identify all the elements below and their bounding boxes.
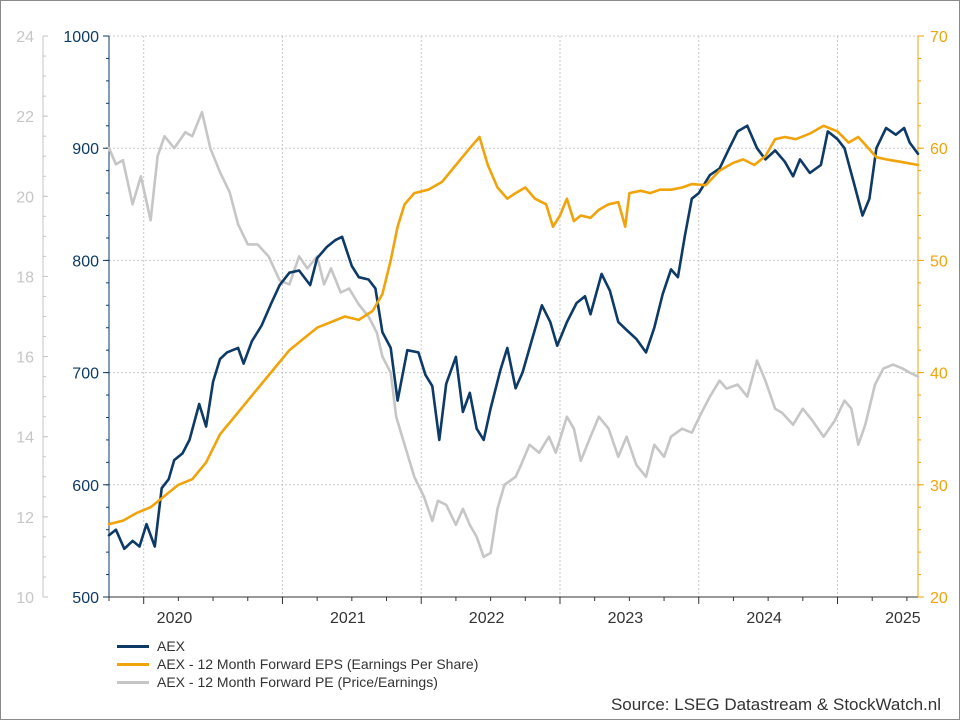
pe-tick-label: 14 — [16, 430, 34, 447]
x-tick-label: 2023 — [608, 610, 644, 627]
pe-tick-label: 20 — [16, 189, 34, 206]
legend-swatch-eps — [117, 662, 149, 666]
aex-tick-label: 900 — [72, 141, 99, 158]
eps-tick-label: 70 — [930, 29, 948, 46]
gridlines — [109, 35, 918, 597]
series-lines — [107, 110, 920, 559]
pe-tick-label: 16 — [16, 350, 34, 367]
series-pe-line — [107, 110, 920, 559]
x-tick-label: 2022 — [469, 610, 505, 627]
legend: AEX AEX - 12 Month Forward EPS (Earnings… — [117, 637, 478, 691]
legend-item-pe: AEX - 12 Month Forward PE (Price/Earning… — [117, 673, 478, 691]
source-note: Source: LSEG Datastream & StockWatch.nl — [610, 695, 941, 714]
aex-tick-label: 500 — [72, 590, 99, 607]
aex-tick-label: 600 — [72, 478, 99, 495]
aex-tick-label: 800 — [72, 253, 99, 270]
eps-tick-label: 60 — [930, 141, 948, 158]
pe-tick-label: 10 — [16, 590, 34, 607]
x-tick-label: 2020 — [157, 610, 193, 627]
legend-item-eps: AEX - 12 Month Forward EPS (Earnings Per… — [117, 655, 478, 673]
series-eps-line — [107, 124, 920, 526]
legend-swatch-pe — [117, 680, 149, 684]
aex-tick-label: 1000 — [63, 29, 99, 46]
legend-label-aex: AEX — [157, 638, 186, 654]
pe-tick-label: 12 — [16, 510, 34, 527]
x-tick-label: 2021 — [330, 610, 366, 627]
pe-tick-label: 24 — [16, 29, 34, 46]
legend-item-aex: AEX — [117, 637, 478, 655]
axes — [42, 35, 924, 604]
legend-label-eps: AEX - 12 Month Forward EPS (Earnings Per… — [157, 656, 479, 672]
aex-tick-label: 700 — [72, 366, 99, 383]
series-aex-line — [107, 124, 920, 551]
x-tick-label: 2025 — [885, 610, 921, 627]
x-tick-label: 2024 — [746, 610, 782, 627]
eps-tick-label: 50 — [930, 253, 948, 270]
eps-tick-label: 30 — [930, 478, 948, 495]
pe-tick-label: 22 — [16, 109, 34, 126]
legend-swatch-aex — [117, 644, 149, 648]
tick-labels: 2020 2021 2022 2023 2024 20251012141618202224… — [16, 29, 948, 627]
pe-tick-label: 18 — [16, 269, 34, 286]
legend-label-pe: AEX - 12 Month Forward PE (Price/Earning… — [157, 674, 438, 690]
eps-tick-label: 20 — [930, 590, 948, 607]
eps-tick-label: 40 — [930, 366, 948, 383]
